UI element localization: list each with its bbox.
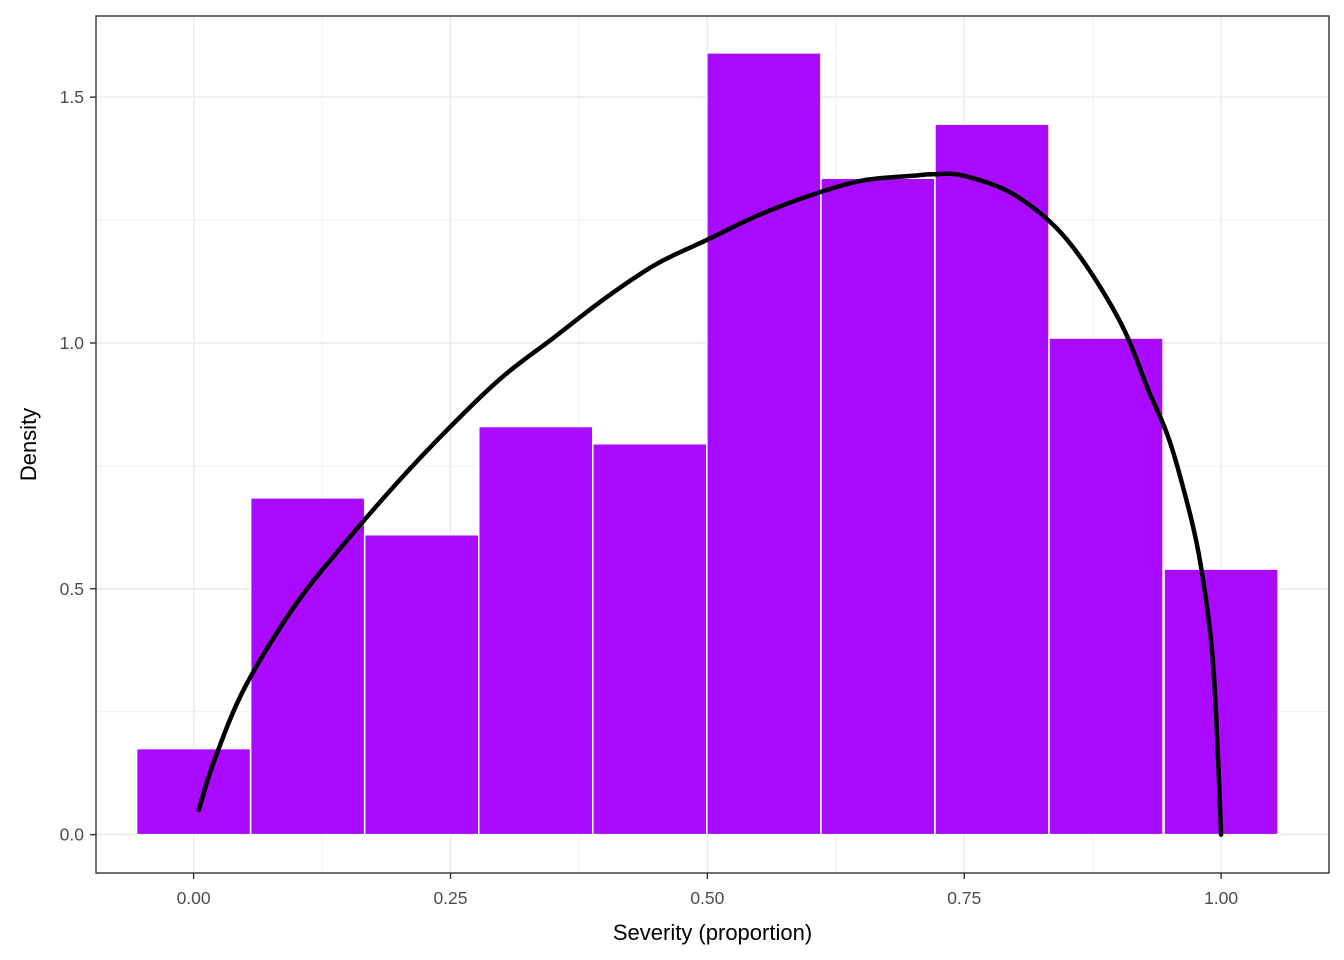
histogram-bar-4: [477, 425, 594, 836]
histogram-bar-6: [706, 52, 822, 836]
histogram-bar-1: [135, 747, 252, 836]
x-tick-label: 0.50: [690, 888, 724, 908]
histogram-bars: [135, 52, 1279, 836]
y-tick-label: 1.0: [60, 333, 85, 353]
y-axis-ticks: 0.0 0.5 1.0 1.5: [60, 87, 96, 845]
panel-border: [95, 15, 1330, 874]
x-tick-label: 1.00: [1204, 888, 1238, 908]
y-tick-label: 0.5: [60, 579, 84, 599]
y-tick-label: 0.0: [60, 825, 85, 845]
density-curve: [196, 171, 1224, 837]
x-axis-ticks: 0.00 0.25 0.50 0.75 1.00: [177, 873, 1238, 908]
x-axis-title: Severity (proportion): [613, 920, 812, 945]
x-tick-label: 0.75: [947, 888, 981, 908]
histogram-bar-3: [363, 533, 480, 836]
x-tick-label: 0.00: [177, 888, 211, 908]
x-tick-label: 0.25: [433, 888, 467, 908]
histogram-bar-8: [934, 123, 1050, 836]
histogram-bar-9: [1048, 337, 1164, 836]
y-tick-label: 1.5: [60, 87, 84, 107]
y-axis-title: Density: [16, 408, 41, 481]
histogram-bar-5: [592, 443, 708, 836]
histogram-bar-7: [820, 177, 936, 836]
histogram-bar-2: [249, 497, 366, 836]
